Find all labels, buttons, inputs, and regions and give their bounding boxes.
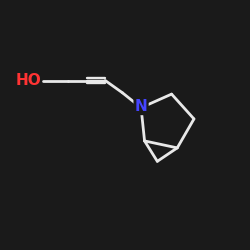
Text: HO: HO (15, 73, 41, 88)
Text: N: N (135, 99, 147, 114)
